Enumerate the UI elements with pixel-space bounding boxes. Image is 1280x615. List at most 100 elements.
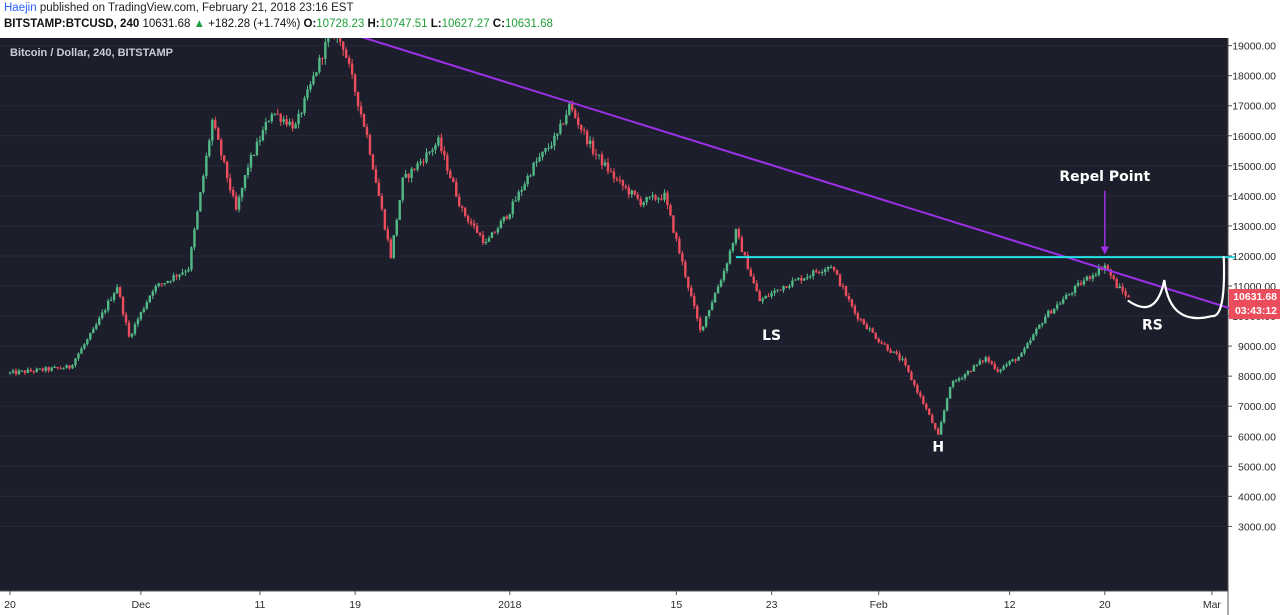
candle-body — [65, 365, 68, 369]
candle-body — [603, 162, 607, 166]
candle-body — [669, 204, 672, 216]
candle-body — [919, 392, 922, 397]
candle-body — [838, 274, 842, 286]
candle-body — [246, 167, 250, 175]
candle-body — [889, 350, 892, 353]
y-tick-label: 7000.00 — [1238, 401, 1276, 413]
candle-body — [466, 215, 470, 222]
candle-body — [1124, 291, 1127, 296]
candle-body — [758, 291, 761, 302]
candle-body — [666, 192, 669, 205]
time-axis[interactable] — [0, 591, 1228, 615]
candle-body — [823, 269, 827, 272]
last-price-tag: 10631.68 03:43:12 — [1229, 289, 1280, 320]
drawings — [361, 38, 1236, 320]
candle-body — [95, 324, 98, 329]
candle-body — [538, 157, 541, 162]
price-axis[interactable] — [1228, 38, 1280, 615]
ohlc-legend: BITSTAMP:BTCUSD, 240 10631.68 ▲ +182.28 … — [4, 18, 553, 30]
x-tick-label: 23 — [766, 599, 778, 611]
candle-body — [1103, 265, 1106, 271]
candle-body — [151, 291, 154, 296]
candle-body — [401, 177, 404, 201]
y-tick-label: 16000.00 — [1232, 131, 1276, 143]
candle-body — [178, 274, 181, 277]
candle-body — [829, 266, 833, 268]
candle-body — [681, 253, 684, 262]
candle-body — [719, 280, 723, 287]
candle-body — [996, 369, 999, 372]
candle-body — [157, 283, 160, 286]
candle-body — [937, 428, 940, 435]
candle-body — [963, 374, 967, 379]
candle-body — [1020, 352, 1023, 357]
candle-body — [50, 367, 53, 371]
candle-body — [844, 286, 848, 297]
candle-body — [1011, 359, 1014, 362]
candle-body — [502, 216, 506, 222]
candle-body — [862, 319, 866, 325]
candle-body — [374, 169, 378, 183]
candle-body — [797, 277, 800, 280]
candle-body — [38, 368, 41, 370]
low-label: L: — [430, 18, 442, 30]
price-change: +182.28 (+1.74%) — [208, 18, 301, 30]
y-tick-label: 3000.00 — [1238, 521, 1276, 533]
candle-body — [600, 154, 604, 166]
candle-body — [437, 137, 440, 146]
candle-body — [461, 206, 464, 208]
candle-body — [710, 302, 714, 311]
candle-body — [1127, 295, 1130, 298]
candle-body — [169, 280, 172, 282]
candle-body — [220, 139, 223, 156]
candle-body — [508, 214, 511, 219]
candle-body — [1106, 265, 1109, 270]
candle-body — [353, 74, 357, 92]
candle-body — [630, 190, 633, 195]
candle-body — [312, 75, 315, 85]
candle-body — [886, 344, 889, 351]
candles — [8, 38, 1130, 435]
candle-body — [300, 113, 303, 115]
candle-body — [701, 326, 705, 331]
trendline — [361, 38, 1236, 311]
candle-body — [282, 119, 285, 122]
candle-body — [11, 370, 15, 373]
candle-body — [446, 155, 449, 171]
candle-body — [636, 194, 639, 199]
candle-body — [511, 201, 514, 215]
price-chart[interactable]: Bitcoin / Dollar, 240, BITSTAMP 21000.00… — [0, 38, 1280, 615]
candle-body — [907, 365, 910, 372]
candle-body — [621, 180, 625, 186]
candle-body — [556, 133, 559, 136]
candle-body — [342, 41, 345, 50]
candle-body — [939, 422, 943, 435]
candle-body — [20, 370, 24, 372]
candle-body — [868, 328, 871, 330]
candle-body — [544, 148, 547, 152]
candle-body — [966, 371, 970, 375]
candle-body — [633, 190, 636, 195]
candle-body — [89, 333, 92, 340]
open-value: 10728.23 — [316, 18, 365, 30]
candle-body — [529, 175, 532, 177]
candle-body — [1056, 304, 1059, 309]
candle-body — [285, 119, 288, 125]
candle-body — [898, 353, 901, 360]
candle-body — [704, 316, 708, 327]
candle-body — [856, 313, 860, 320]
author-link[interactable]: Haejin — [4, 2, 37, 14]
candle-body — [368, 134, 372, 155]
candle-body — [484, 241, 488, 244]
candle-body — [380, 195, 384, 210]
candle-body — [954, 380, 958, 382]
candle-body — [395, 219, 398, 236]
candle-body — [978, 360, 982, 365]
candle-body — [1085, 276, 1089, 281]
candle-body — [264, 122, 268, 131]
candle-body — [267, 121, 271, 123]
candle-body — [59, 367, 62, 369]
candle-body — [618, 179, 622, 181]
candle-body — [975, 364, 979, 366]
candle-body — [288, 121, 291, 125]
